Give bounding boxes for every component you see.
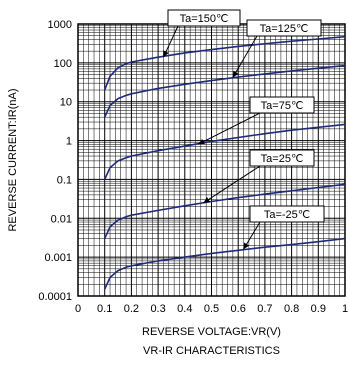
callout-arrowhead <box>198 138 205 145</box>
callout-box <box>246 19 322 37</box>
y-tick-label: 10 <box>60 97 72 109</box>
callout-leader <box>203 165 261 204</box>
callout-box <box>249 205 325 223</box>
x-tick-label: 0.9 <box>311 303 326 315</box>
x-tick-label: 0.2 <box>124 303 139 315</box>
x-tick-label: 0.1 <box>97 303 112 315</box>
series-line <box>103 35 346 91</box>
y-tick-labels: 1000 100 10 1 0.1 0.01 0.001 0.0001 <box>38 19 72 303</box>
curves <box>103 35 346 290</box>
x-tick-labels: 0 0.1 0.2 0.3 0.4 0.5 0.6 0.7 0.8 0.9 1 <box>75 303 348 315</box>
y-tick-label: 0.0001 <box>38 291 72 303</box>
callout-box <box>167 9 241 27</box>
callout-label: Ta=25℃ <box>261 153 304 165</box>
callout-leader <box>232 35 258 78</box>
x-tick-label: 0.7 <box>257 303 272 315</box>
callout-leader <box>197 112 261 145</box>
x-tick-label: 0.5 <box>204 303 219 315</box>
x-tick-label: 0 <box>75 303 81 315</box>
grid <box>77 23 346 297</box>
x-axis-title: REVERSE VOLTAGE:VR(V) <box>142 326 281 338</box>
series-line <box>103 64 346 118</box>
y-tick-label: 1 <box>66 136 72 148</box>
x-tick-label: 0.6 <box>231 303 246 315</box>
callout-arrowhead <box>243 242 250 250</box>
callout-arrowhead <box>163 50 169 58</box>
callout-arrowhead <box>232 70 239 78</box>
callout-label: Ta=150℃ <box>180 13 229 25</box>
callout-label: Ta=75℃ <box>261 100 304 112</box>
callouts: Ta=150℃ Ta=125℃ Ta=75℃ Ta=25℃ Ta=-25℃ <box>162 9 325 250</box>
callout-box <box>249 96 315 114</box>
y-axis-title: REVERSE CURRENT:IR(nA) <box>7 88 19 231</box>
y-tick-label: 0.001 <box>44 252 72 264</box>
x-tick-label: 0.8 <box>284 303 299 315</box>
y-tick-label: 0.01 <box>51 213 72 225</box>
callout-box <box>249 149 315 167</box>
chart-title: VR-IR CHARACTERISTICS <box>143 345 280 357</box>
callout-label: Ta=125℃ <box>260 23 309 35</box>
y-tick-label: 1000 <box>48 19 72 31</box>
series-line <box>103 237 346 290</box>
callout-label: Ta=-25℃ <box>264 209 310 221</box>
series-line <box>103 123 346 180</box>
x-tick-label: 0.4 <box>177 303 192 315</box>
x-tick-label: 1 <box>342 303 348 315</box>
series-line <box>103 183 346 239</box>
callout-arrowhead <box>203 197 211 203</box>
y-tick-label: 0.1 <box>57 174 72 186</box>
x-tick-label: 0.3 <box>150 303 165 315</box>
y-tick-label: 100 <box>54 58 72 70</box>
